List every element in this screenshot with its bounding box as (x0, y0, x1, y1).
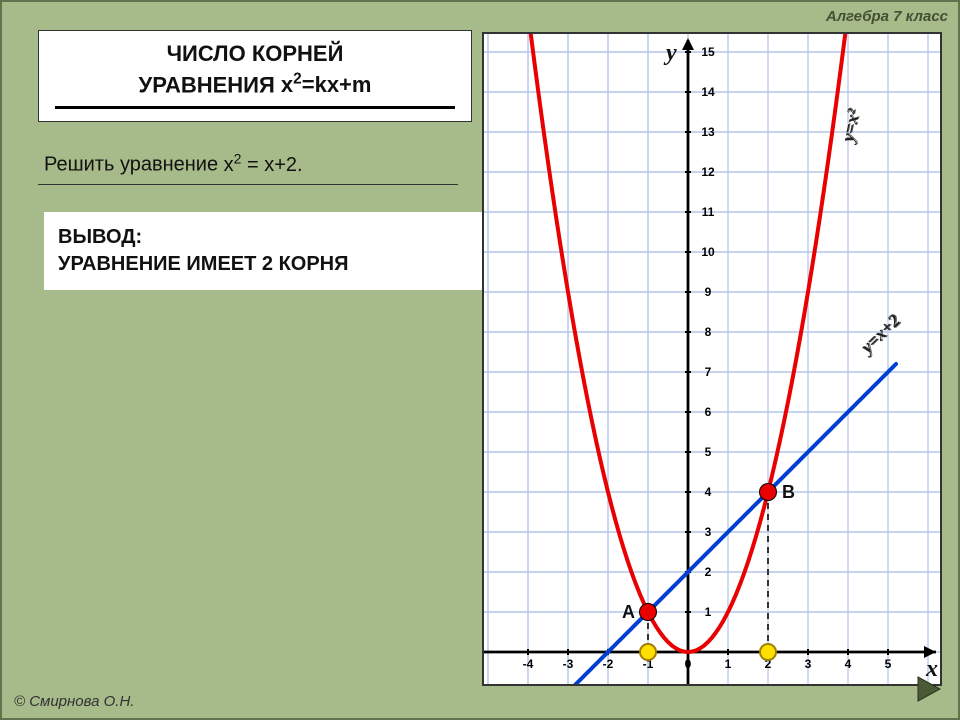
svg-text:-2: -2 (603, 657, 614, 671)
svg-text:15: 15 (701, 45, 715, 59)
title-line2-prefix: УРАВНЕНИЯ (139, 72, 281, 97)
conclusion-line1: ВЫВОД: (58, 224, 478, 251)
slide: Алгебра 7 класс ЧИСЛО КОРНЕЙ УРАВНЕНИЯ x… (0, 0, 960, 720)
svg-text:11: 11 (702, 205, 715, 219)
title-line1: ЧИСЛО КОРНЕЙ (55, 41, 455, 67)
svg-text:14: 14 (701, 85, 715, 99)
svg-text:A: A (622, 602, 635, 622)
svg-text:9: 9 (705, 285, 712, 299)
svg-text:4: 4 (705, 485, 712, 499)
svg-text:-3: -3 (563, 657, 574, 671)
author-credit: © Смирнова О.Н. (14, 693, 134, 710)
svg-text:0: 0 (685, 657, 692, 671)
conclusion-line2: УРАВНЕНИЕ ИМЕЕТ 2 КОРНЯ (58, 251, 478, 278)
svg-text:5: 5 (885, 657, 892, 671)
course-label: Алгебра 7 класс (826, 8, 948, 25)
svg-text:3: 3 (805, 657, 812, 671)
svg-text:8: 8 (705, 325, 712, 339)
svg-text:1: 1 (705, 605, 712, 619)
title-line2: УРАВНЕНИЯ x2=kx+m (55, 71, 455, 98)
title-box: ЧИСЛО КОРНЕЙ УРАВНЕНИЯ x2=kx+m (38, 30, 472, 122)
svg-text:6: 6 (705, 405, 712, 419)
svg-text:-4: -4 (523, 657, 534, 671)
conclusion-box: ВЫВОД: УРАВНЕНИЕ ИМЕЕТ 2 КОРНЯ (44, 212, 492, 290)
svg-text:B: B (782, 482, 795, 502)
svg-text:3: 3 (705, 525, 712, 539)
chart-svg: -4-3-2-1012345123456789101112131415xyABy… (484, 34, 940, 684)
svg-text:1: 1 (725, 657, 732, 671)
title-underline (55, 106, 455, 109)
problem-prefix: Решить уравнение (44, 154, 224, 176)
svg-text:10: 10 (701, 245, 715, 259)
problem-underline (38, 184, 458, 185)
svg-text:y=x²: y=x² (837, 107, 864, 146)
chart: -4-3-2-1012345123456789101112131415xyABy… (482, 32, 942, 686)
problem-equation: x2 = x+2. (224, 154, 303, 176)
svg-text:y: y (663, 40, 677, 66)
title-equation: x2=kx+m (281, 72, 372, 97)
problem-text: Решить уравнение x2 = x+2. (44, 150, 303, 177)
svg-text:5: 5 (705, 445, 712, 459)
svg-text:4: 4 (845, 657, 852, 671)
svg-text:12: 12 (701, 165, 715, 179)
svg-text:7: 7 (705, 365, 712, 379)
svg-text:13: 13 (701, 125, 715, 139)
svg-text:y=x+2: y=x+2 (855, 310, 904, 358)
next-button[interactable] (914, 675, 942, 708)
svg-text:2: 2 (705, 565, 712, 579)
triangle-right-icon (914, 675, 942, 703)
